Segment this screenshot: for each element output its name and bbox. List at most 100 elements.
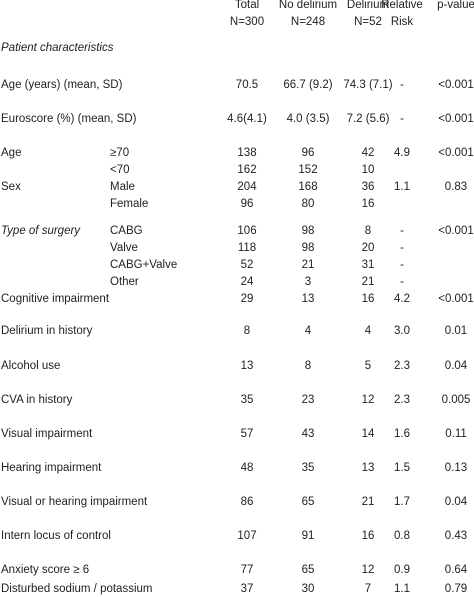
cell: - bbox=[400, 242, 404, 254]
cell: 31 bbox=[361, 259, 375, 271]
cell: 96 bbox=[240, 198, 254, 210]
column-header: p-value bbox=[437, 0, 474, 11]
column-header: Risk bbox=[390, 16, 414, 28]
cell: 80 bbox=[301, 198, 315, 210]
row-label: Age bbox=[1, 147, 22, 159]
cell: <0.001 bbox=[438, 147, 474, 159]
cell: 1.5 bbox=[394, 462, 410, 474]
column-header: Total bbox=[234, 0, 260, 11]
row-sublabel: CABG bbox=[110, 225, 143, 237]
cell: 12 bbox=[361, 564, 375, 576]
row-label: Cognitive impairment bbox=[1, 293, 110, 305]
cell: 3 bbox=[304, 276, 312, 288]
cell: 1.6 bbox=[394, 428, 410, 440]
cell: 24 bbox=[240, 276, 254, 288]
cell: <0.001 bbox=[438, 113, 474, 125]
column-header: N=52 bbox=[354, 16, 382, 28]
cell: 1.1 bbox=[394, 583, 410, 595]
row-label: Age (years) (mean, SD) bbox=[1, 79, 123, 91]
cell: <0.001 bbox=[438, 79, 474, 91]
cell: 8 bbox=[304, 360, 312, 372]
row-label: Anxiety score ≥ 6 bbox=[1, 564, 90, 576]
cell: 0.13 bbox=[444, 462, 468, 474]
column-header: N=300 bbox=[229, 16, 265, 28]
cell: 7 bbox=[364, 583, 372, 595]
cell: 65 bbox=[301, 564, 315, 576]
cell: 106 bbox=[237, 225, 257, 237]
cell: 20 bbox=[361, 242, 375, 254]
row-sublabel: Valve bbox=[110, 242, 138, 254]
cell: 0.9 bbox=[394, 564, 410, 576]
cell: 3.0 bbox=[394, 325, 410, 337]
row-label: CVA in history bbox=[1, 394, 73, 406]
cell: 0.43 bbox=[444, 530, 468, 542]
column-header: Delirium bbox=[346, 0, 390, 11]
cell: 0.11 bbox=[445, 428, 467, 440]
cell: - bbox=[400, 259, 404, 271]
cell: 13 bbox=[240, 360, 254, 372]
cell: - bbox=[400, 79, 404, 91]
row-label: Disturbed sodium / potassium bbox=[1, 583, 153, 595]
row-label: Visual impairment bbox=[1, 428, 93, 440]
cell: 12 bbox=[361, 394, 375, 406]
cell: 42 bbox=[361, 147, 375, 159]
cell: 0.04 bbox=[444, 496, 468, 508]
cell: 0.83 bbox=[444, 181, 468, 193]
row-label: Patient characteristics bbox=[1, 42, 114, 54]
cell: 2.3 bbox=[394, 394, 410, 406]
cell: 138 bbox=[237, 147, 257, 159]
cell: 77 bbox=[240, 564, 254, 576]
cell: 13 bbox=[301, 293, 315, 305]
cell: 4.9 bbox=[394, 147, 410, 159]
cell: 152 bbox=[298, 164, 318, 176]
cell: 37 bbox=[240, 583, 254, 595]
cell: 14 bbox=[361, 428, 375, 440]
cell: 8 bbox=[243, 325, 251, 337]
cell: 168 bbox=[298, 181, 318, 193]
column-header: Relative bbox=[381, 0, 423, 11]
cell: 43 bbox=[301, 428, 315, 440]
row-label: Sex bbox=[1, 181, 21, 193]
cell: 98 bbox=[301, 242, 315, 254]
cell: 2.3 bbox=[394, 360, 410, 372]
cell: 29 bbox=[240, 293, 254, 305]
cell: 13 bbox=[361, 462, 375, 474]
cell: 36 bbox=[361, 181, 375, 193]
cell: 52 bbox=[240, 259, 254, 271]
cell: 0.04 bbox=[444, 360, 468, 372]
cell: <0.001 bbox=[438, 293, 474, 305]
cell: 23 bbox=[301, 394, 315, 406]
cell: 66.7 (9.2) bbox=[283, 79, 333, 91]
row-label: Intern locus of control bbox=[1, 530, 111, 542]
row-sublabel: ≥70 bbox=[110, 147, 130, 159]
cell: 0.01 bbox=[444, 325, 468, 337]
cell: 48 bbox=[240, 462, 254, 474]
cell: - bbox=[400, 276, 404, 288]
cell: 4.0 (3.5) bbox=[286, 113, 330, 125]
row-sublabel: Other bbox=[110, 276, 139, 288]
cell: - bbox=[400, 225, 404, 237]
cell: 21 bbox=[301, 259, 315, 271]
cell: 96 bbox=[301, 147, 315, 159]
cell: 4.2 bbox=[394, 293, 410, 305]
cell: 35 bbox=[301, 462, 315, 474]
cell: 98 bbox=[301, 225, 315, 237]
row-label: Delirium in history bbox=[1, 325, 93, 337]
cell: 0.005 bbox=[441, 394, 471, 406]
cell: 86 bbox=[240, 496, 254, 508]
cell: 30 bbox=[301, 583, 315, 595]
cell: 4 bbox=[364, 325, 372, 337]
row-sublabel: Female bbox=[110, 198, 149, 210]
cell: 107 bbox=[237, 530, 257, 542]
row-sublabel: Male bbox=[110, 181, 135, 193]
cell: 65 bbox=[301, 496, 315, 508]
column-header: No delirium bbox=[278, 0, 338, 11]
cell: 1.7 bbox=[394, 496, 410, 508]
cell: 0.8 bbox=[394, 530, 410, 542]
column-header: N=248 bbox=[290, 16, 326, 28]
row-label: Type of surgery bbox=[1, 225, 81, 237]
cell: 10 bbox=[361, 164, 375, 176]
cell: 204 bbox=[237, 181, 257, 193]
cell: <0.001 bbox=[438, 225, 474, 237]
